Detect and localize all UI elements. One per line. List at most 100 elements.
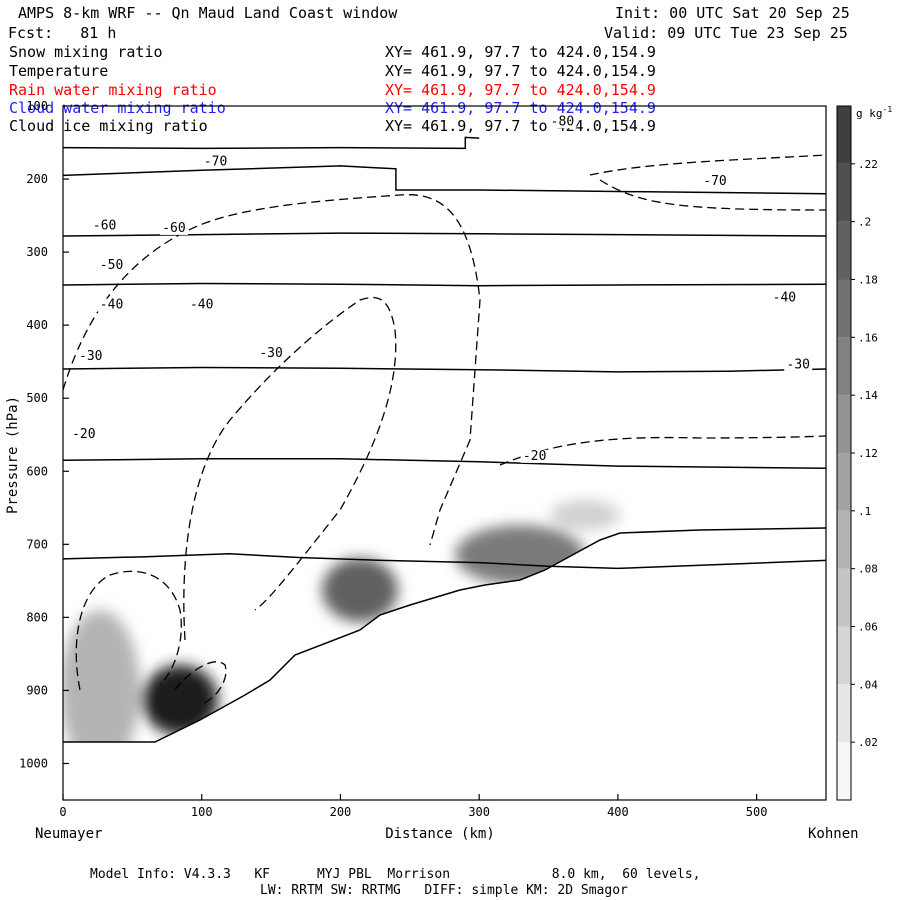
isotherm	[63, 458, 826, 470]
ice-contour-lower-right	[499, 435, 826, 466]
field-xy-rain: XY= 461.9, 97.7 to 424.0,154.9	[385, 81, 656, 99]
x-tick-label: 300	[468, 805, 490, 819]
ice-contour-near-core	[174, 661, 227, 706]
snow-patch-core	[142, 665, 218, 735]
field-xy-snow: XY= 461.9, 97.7 to 424.0,154.9	[385, 43, 656, 61]
y-axis-label: Pressure (hPa)	[5, 396, 21, 514]
colorbar-tick-label: .18	[858, 274, 878, 287]
isotherm-label: -60	[93, 219, 116, 234]
colorbar-unit-text: g kg	[856, 107, 883, 120]
plot-frame	[62, 105, 827, 801]
terrain-mask	[63, 528, 826, 800]
x-axis-label: Distance (km)	[385, 826, 495, 842]
field-name-temperature: Temperature	[9, 62, 109, 80]
colorbar-bin	[837, 510, 851, 569]
colorbar-bin	[837, 279, 851, 338]
isotherm-label: -30	[79, 349, 102, 364]
colorbar-bin	[837, 453, 851, 511]
y-tick-label: 200	[26, 172, 48, 186]
snow-patch-edge	[550, 500, 620, 530]
snow-patch-mid	[322, 558, 398, 622]
y-tick-label: 800	[26, 610, 48, 624]
colorbar-bin	[837, 395, 851, 453]
isotherm-labels: -80 -70 -70 -60 -60 -50 -40 -40 -40 -30 -30 -30 -20 -…	[69, 114, 813, 464]
x-axis: 0 100 200 300 400 500	[59, 794, 767, 819]
isotherm-label: -20	[523, 449, 546, 464]
field-xy-temperature: XY= 461.9, 97.7 to 424.0,154.9	[385, 62, 656, 80]
isotherm-label-bg	[784, 358, 813, 372]
y-tick-label: 600	[26, 464, 48, 478]
isotherm-label-bg	[90, 219, 119, 233]
colorbar-tick-label: .08	[858, 563, 878, 576]
isotherm-label: -70	[703, 174, 726, 189]
colorbar-tick-label: .22	[858, 158, 878, 171]
y-tick-label: 1000	[19, 756, 48, 770]
y-axis: 100 200 300 400 500 600 700 800 900 1000	[19, 99, 69, 770]
x-tick-label: 0	[59, 805, 66, 819]
colorbar-bin	[837, 163, 851, 222]
right-endpoint-label: Kohnen	[808, 826, 859, 842]
snow-shading	[63, 500, 620, 770]
colorbar-unit-exp: -1	[883, 105, 893, 114]
field-name-cloud-water: Cloud water mixing ratio	[9, 99, 226, 117]
isotherm	[63, 282, 826, 287]
field-xy-cloud-water: XY= 461.9, 97.7 to 424.0,154.9	[385, 99, 656, 117]
left-endpoint-label: Neumayer	[35, 826, 102, 842]
x-tick-label: 500	[746, 805, 768, 819]
colorbar-bin	[837, 106, 851, 164]
isotherm-label-bg	[201, 155, 230, 169]
field-name-cloud-ice: Cloud ice mixing ratio	[9, 117, 208, 135]
x-tick-label: 400	[607, 805, 629, 819]
isotherm-label-bg	[257, 346, 286, 360]
colorbar-bin	[837, 568, 851, 627]
terrain-surface	[63, 527, 827, 743]
y-tick-label: 700	[26, 537, 48, 551]
isotherm-label: -50	[100, 258, 123, 273]
model-info: Model Info: V4.3.3 KF MYJ PBL Morrison 8…	[90, 867, 701, 882]
isotherm-label: -80	[551, 114, 574, 129]
y-tick-label: 500	[26, 391, 48, 405]
isotherm-label-bg	[701, 175, 730, 189]
field-xy-cloud-ice: XY= 461.9, 97.7 to 424.0,154.9	[385, 117, 656, 135]
valid-time: Valid: 09 UTC Tue 23 Sep 25	[604, 24, 848, 42]
isotherm	[63, 165, 826, 195]
colorbar-tick-label: .1	[858, 505, 871, 518]
ice-contour-upper	[63, 194, 481, 546]
isotherm-label: -30	[259, 346, 282, 361]
init-time: Init: 00 UTC Sat 20 Sep 25	[615, 4, 850, 22]
isotherm	[63, 553, 826, 570]
isotherm	[63, 366, 826, 373]
isotherm-label: -20	[72, 427, 95, 442]
field-name-snow: Snow mixing ratio	[9, 43, 163, 61]
colorbar-bin	[837, 337, 851, 396]
isotherm-label-bg	[159, 221, 188, 235]
colorbar-bin	[837, 684, 851, 743]
isotherm-label: -70	[204, 154, 227, 169]
colorbar-tick-label: .12	[858, 447, 878, 460]
colorbar-tick-label: .2	[858, 216, 871, 229]
ice-contour-plume	[183, 296, 397, 641]
field-name-rain: Rain water mixing ratio	[9, 81, 217, 99]
x-tick-label: 200	[330, 805, 352, 819]
isotherm-label-bg	[770, 291, 799, 305]
colorbar-tick-label: .06	[858, 621, 878, 634]
isotherm-label-bg	[187, 298, 216, 312]
colorbar-bin	[837, 742, 851, 800]
y-tick-label: 100	[26, 99, 48, 113]
isotherms	[63, 136, 826, 570]
forecast-hour: Fcst: 81 h	[8, 24, 117, 42]
colorbar-tick-label: .04	[858, 678, 878, 691]
y-tick-label: 900	[26, 683, 48, 697]
isotherm-label: -40	[100, 298, 123, 313]
y-tick-label: 300	[26, 245, 48, 259]
colorbar-tick-label: .02	[858, 736, 878, 749]
isotherm-label-bg	[97, 259, 126, 273]
colorbar-unit: g kg-1	[856, 105, 892, 120]
isotherm-label: -40	[773, 290, 796, 305]
isotherm	[63, 136, 480, 150]
colorbar-tick-label: .14	[858, 389, 878, 402]
isotherm-label: -40	[190, 298, 213, 313]
colorbar: .02 .04 .06 .08 .1 .12 .14 .16 .18 .2 .22	[836, 105, 878, 801]
y-tick-label: 400	[26, 318, 48, 332]
